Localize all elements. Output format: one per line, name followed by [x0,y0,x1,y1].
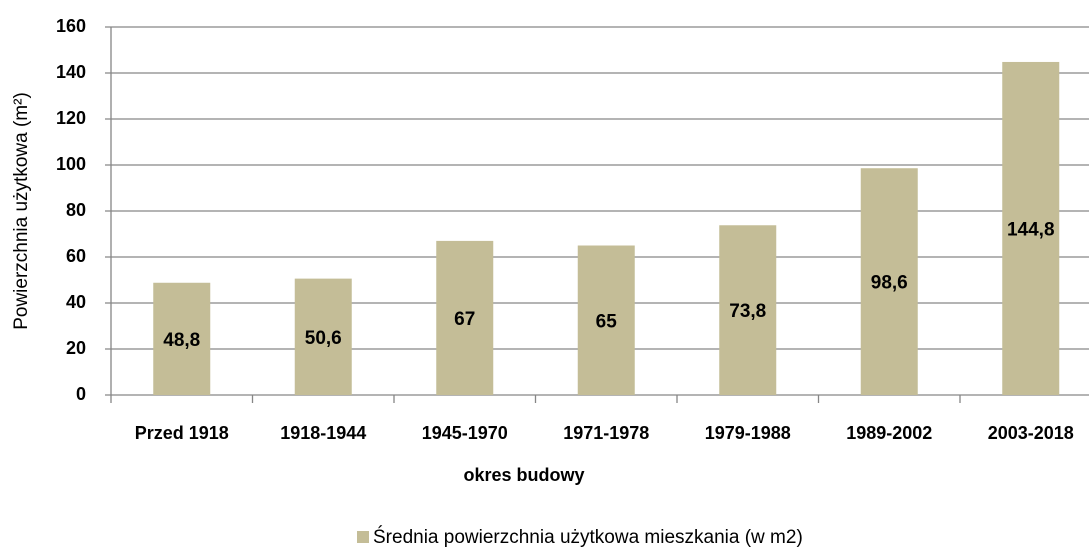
x-axis-title: okres budowy [463,465,584,485]
data-label: 48,8 [163,330,200,351]
bar [294,278,352,395]
bar [1002,61,1060,396]
data-label: 50,6 [305,328,342,349]
y-tick-label: 100 [56,154,86,174]
y-axis-title: Powierzchnia użytkowa (m²) [11,92,32,330]
y-tick-label: 60 [66,246,86,266]
y-tick-label: 160 [56,16,86,36]
y-tick-label: 0 [76,384,86,404]
bar [719,225,777,395]
legend-swatch [357,531,369,543]
y-tick-label: 20 [66,338,86,358]
bar [860,168,918,395]
y-tick-label: 140 [56,62,86,82]
x-tick-label: 1971-1978 [563,423,649,443]
data-label: 73,8 [729,301,766,322]
x-tick-label: 1918-1944 [280,423,366,443]
bar [436,240,494,395]
data-label: 144,8 [1007,219,1055,240]
data-label: 67 [454,309,475,330]
y-tick-label: 80 [66,200,86,220]
data-label: 65 [596,311,618,332]
x-tick-label: 1945-1970 [422,423,508,443]
bar [577,245,635,395]
data-label: 98,6 [871,273,908,294]
bar [153,282,211,395]
x-tick-label: 2003-2018 [988,423,1074,443]
x-tick-label: 1979-1988 [705,423,791,443]
x-tick-label: 1989-2002 [846,423,932,443]
y-tick-label: 120 [56,108,86,128]
x-tick-label: Przed 1918 [135,423,229,443]
legend-label: Średnia powierzchnia użytkowa mieszkania… [373,526,803,548]
y-tick-label: 40 [66,292,86,312]
